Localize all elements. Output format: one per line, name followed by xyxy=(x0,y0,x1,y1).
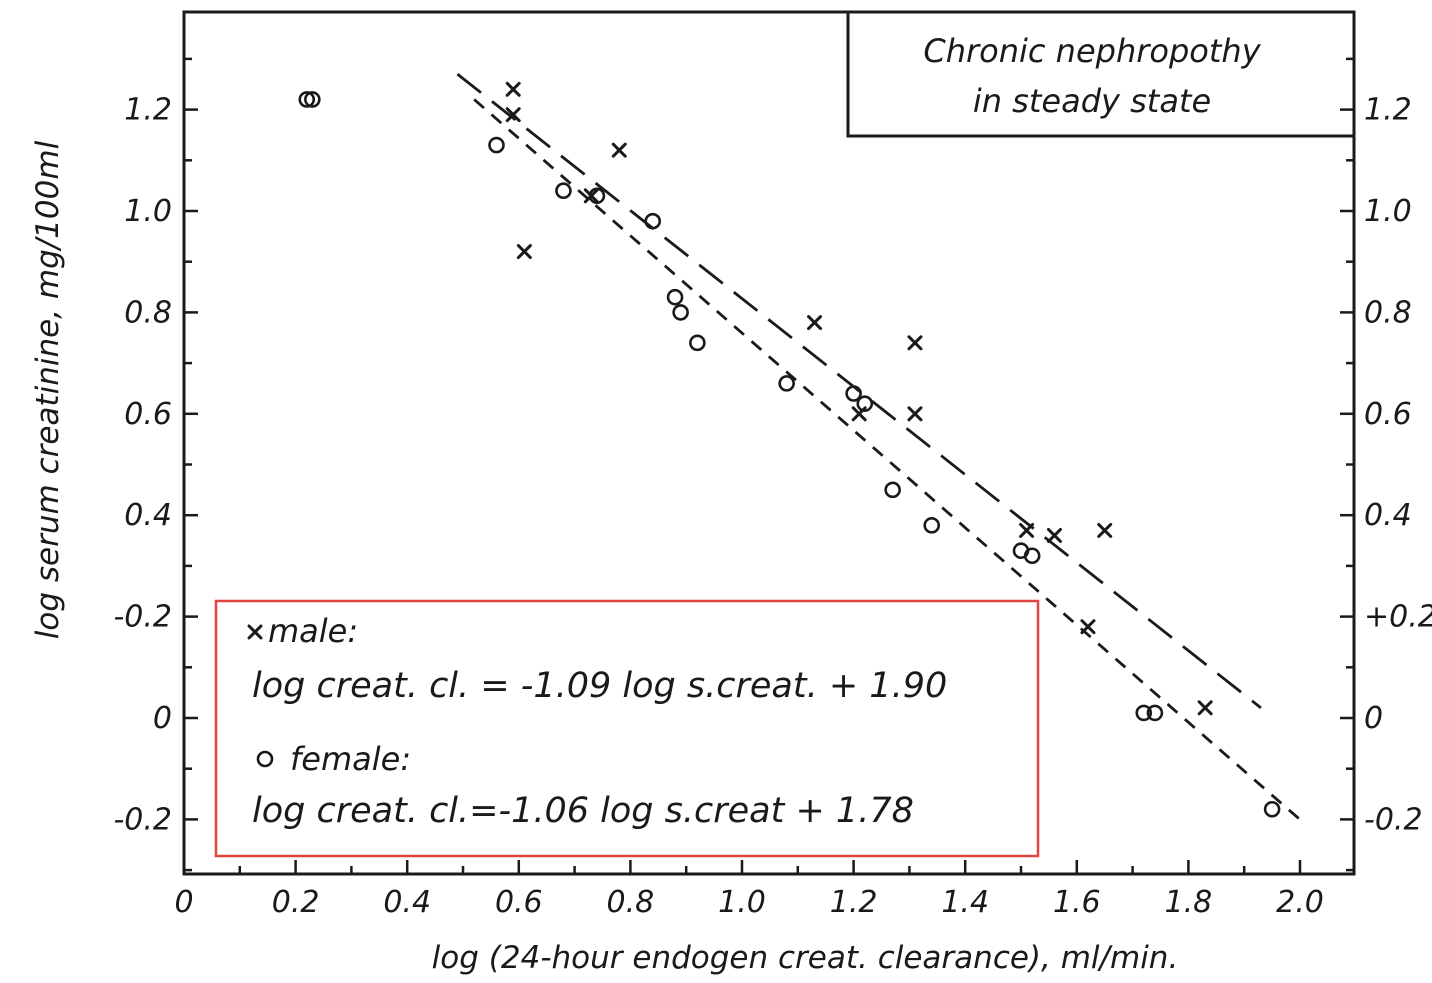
y-tick-labels-left: 1.2 1.0 0.8 0.6 0.4 -0.2 0 -0.2 xyxy=(113,93,172,838)
y-tick-labels-right: 1.2 1.0 0.8 0.6 0.4 +0.2 0 -0.2 xyxy=(1364,93,1432,838)
legend-frame xyxy=(214,599,1040,858)
point-male xyxy=(505,107,521,123)
x-tick-label: 0 xyxy=(174,885,193,920)
x-tick-label: 1.6 xyxy=(1053,885,1101,920)
legend-female-marker xyxy=(256,750,274,768)
y-tick-label-right: -0.2 xyxy=(1364,802,1423,837)
point-female xyxy=(488,136,505,154)
point-female xyxy=(1135,704,1153,722)
point-male xyxy=(1019,522,1035,538)
x-tick-label: 2.0 xyxy=(1276,885,1324,920)
point-female xyxy=(588,187,606,205)
y-tick-label-left: -0.2 xyxy=(113,802,172,837)
point-female xyxy=(1023,547,1041,565)
y-tick-label-right: 1.2 xyxy=(1364,93,1412,128)
point-female xyxy=(666,288,684,306)
legend-male-marker xyxy=(247,624,263,640)
y-tick-label-left: 1.0 xyxy=(124,194,172,229)
y-tick-label-left: 0.4 xyxy=(124,498,172,533)
y-tick-label-left: 0 xyxy=(153,701,172,736)
point-female xyxy=(923,517,941,534)
point-female xyxy=(845,385,862,402)
legend-male-equation: log creat. cl. = -1.09 log s.creat. + 1.… xyxy=(252,666,947,706)
y-tick-label-right: 0 xyxy=(1364,701,1383,736)
point-male xyxy=(807,315,823,331)
point-female xyxy=(304,91,321,108)
y-tick-label-left: 0.6 xyxy=(124,397,172,432)
x-tick-labels: 0 0.2 0.4 0.6 0.8 1.0 1.2 1.4 1.6 1.8 2.0 xyxy=(174,885,1323,920)
point-female xyxy=(778,375,795,392)
annotation-box: Chronic nephropothy in steady state xyxy=(846,12,1354,138)
plot-frame xyxy=(182,10,1356,876)
legend: male: log creat. cl. = -1.09 log s.creat… xyxy=(214,599,1040,858)
point-male xyxy=(907,406,923,422)
point-female xyxy=(1263,800,1281,818)
point-female xyxy=(672,304,689,321)
y-tick-label-right: 1.0 xyxy=(1364,194,1412,229)
y-tick-label-right: 0.4 xyxy=(1364,498,1412,533)
x-tick-label: 1.8 xyxy=(1165,885,1213,920)
point-male xyxy=(505,81,521,97)
data-points xyxy=(298,81,1281,818)
point-male xyxy=(1097,522,1113,538)
point-female xyxy=(644,212,662,230)
legend-male-label: male: xyxy=(268,612,358,650)
y-tick-label-left: 1.2 xyxy=(124,93,172,128)
y-tick-label-left: -0.2 xyxy=(113,600,172,635)
x-tick-label: 1.4 xyxy=(941,885,989,920)
x-tick-label: 0.6 xyxy=(495,885,543,920)
x-tick-label: 0.2 xyxy=(272,885,320,920)
point-female xyxy=(555,182,572,200)
point-male xyxy=(583,188,599,204)
x-tick-label: 1.2 xyxy=(830,885,878,920)
y-tick-label-right: 0.6 xyxy=(1364,397,1412,432)
x-tick-label: 0.8 xyxy=(607,885,655,920)
point-male xyxy=(516,244,532,260)
y-tick-label-right: +0.2 xyxy=(1364,600,1432,635)
y-tick-label-right: 0.8 xyxy=(1364,295,1412,330)
point-female xyxy=(1146,704,1164,722)
point-female xyxy=(689,334,706,352)
axis-ticks xyxy=(182,57,1354,874)
legend-female-label: female: xyxy=(290,740,411,778)
annotation-line-2: in steady state xyxy=(973,82,1211,120)
point-male xyxy=(1080,619,1096,635)
legend-female-equation: log creat. cl.=-1.06 log s.creat + 1.78 xyxy=(252,791,914,831)
point-female xyxy=(884,481,901,499)
x-tick-label: 0.4 xyxy=(383,885,431,920)
point-male xyxy=(1046,527,1062,543)
point-male xyxy=(1197,700,1213,716)
annotation-line-1: Chronic nephropothy xyxy=(923,32,1261,70)
point-male xyxy=(611,142,627,158)
x-axis-title: log (24-hour endogen creat. clearance), … xyxy=(432,940,1179,976)
point-female xyxy=(856,395,874,412)
point-female xyxy=(298,91,316,108)
point-male xyxy=(907,335,923,351)
y-axis-title: log serum creatinine, mg/100ml xyxy=(30,140,66,639)
x-tick-label: 1.0 xyxy=(718,885,766,920)
y-tick-label-left: 0.8 xyxy=(124,295,172,330)
